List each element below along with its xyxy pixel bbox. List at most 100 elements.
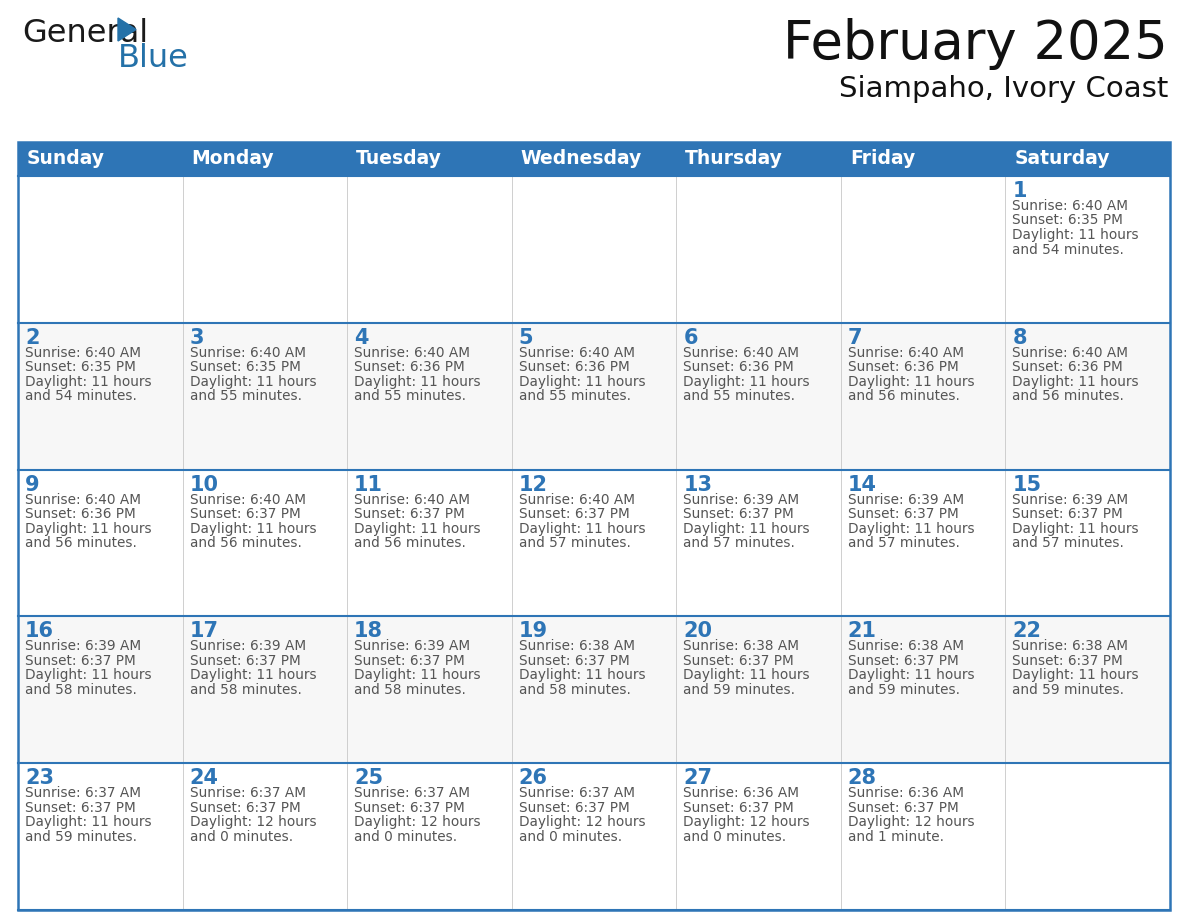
Bar — [18, 142, 1170, 176]
Text: Daylight: 11 hours: Daylight: 11 hours — [354, 521, 481, 535]
Text: and 59 minutes.: and 59 minutes. — [683, 683, 795, 697]
Text: Sunrise: 6:36 AM: Sunrise: 6:36 AM — [848, 786, 963, 800]
Text: Sunrise: 6:38 AM: Sunrise: 6:38 AM — [519, 640, 634, 654]
Text: Wednesday: Wednesday — [520, 150, 642, 169]
Text: 4: 4 — [354, 328, 368, 348]
Text: Daylight: 12 hours: Daylight: 12 hours — [683, 815, 810, 829]
Text: 1: 1 — [1012, 181, 1026, 201]
Text: Sunset: 6:36 PM: Sunset: 6:36 PM — [1012, 360, 1123, 375]
Text: Sunrise: 6:36 AM: Sunrise: 6:36 AM — [683, 786, 800, 800]
Text: and 0 minutes.: and 0 minutes. — [190, 830, 292, 844]
Text: Daylight: 11 hours: Daylight: 11 hours — [1012, 228, 1139, 242]
Text: Sunrise: 6:37 AM: Sunrise: 6:37 AM — [354, 786, 470, 800]
Text: 10: 10 — [190, 475, 219, 495]
Text: Daylight: 11 hours: Daylight: 11 hours — [354, 668, 481, 682]
Text: Sunrise: 6:40 AM: Sunrise: 6:40 AM — [683, 346, 800, 360]
Text: Tuesday: Tuesday — [356, 150, 442, 169]
Text: and 55 minutes.: and 55 minutes. — [190, 389, 302, 403]
Text: Daylight: 11 hours: Daylight: 11 hours — [354, 375, 481, 389]
Text: Daylight: 11 hours: Daylight: 11 hours — [683, 375, 810, 389]
Text: 7: 7 — [848, 328, 862, 348]
Text: and 56 minutes.: and 56 minutes. — [848, 389, 960, 403]
Text: Daylight: 11 hours: Daylight: 11 hours — [683, 521, 810, 535]
Text: 13: 13 — [683, 475, 713, 495]
Text: Sunrise: 6:40 AM: Sunrise: 6:40 AM — [848, 346, 963, 360]
Text: Sunrise: 6:39 AM: Sunrise: 6:39 AM — [848, 493, 963, 507]
Bar — [18, 616, 1170, 763]
Text: Sunset: 6:37 PM: Sunset: 6:37 PM — [354, 507, 465, 521]
Text: 21: 21 — [848, 621, 877, 642]
Text: Sunrise: 6:38 AM: Sunrise: 6:38 AM — [1012, 640, 1129, 654]
Text: 11: 11 — [354, 475, 384, 495]
Text: and 57 minutes.: and 57 minutes. — [519, 536, 631, 550]
Text: Sunset: 6:37 PM: Sunset: 6:37 PM — [683, 654, 794, 668]
Text: 2: 2 — [25, 328, 39, 348]
Text: Sunset: 6:37 PM: Sunset: 6:37 PM — [190, 654, 301, 668]
Text: Sunrise: 6:39 AM: Sunrise: 6:39 AM — [190, 640, 305, 654]
Text: Daylight: 11 hours: Daylight: 11 hours — [848, 521, 974, 535]
Text: and 1 minute.: and 1 minute. — [848, 830, 943, 844]
Bar — [18, 470, 1170, 616]
Text: Sunset: 6:37 PM: Sunset: 6:37 PM — [519, 507, 630, 521]
Text: Sunset: 6:37 PM: Sunset: 6:37 PM — [519, 654, 630, 668]
Text: 23: 23 — [25, 768, 53, 789]
Text: 22: 22 — [1012, 621, 1042, 642]
Text: Sunrise: 6:40 AM: Sunrise: 6:40 AM — [190, 493, 305, 507]
Text: Daylight: 11 hours: Daylight: 11 hours — [25, 815, 152, 829]
Text: Sunset: 6:37 PM: Sunset: 6:37 PM — [1012, 654, 1123, 668]
Text: Sunrise: 6:40 AM: Sunrise: 6:40 AM — [354, 346, 470, 360]
Text: Sunrise: 6:40 AM: Sunrise: 6:40 AM — [519, 346, 634, 360]
Text: Sunset: 6:37 PM: Sunset: 6:37 PM — [848, 800, 959, 814]
Text: Daylight: 11 hours: Daylight: 11 hours — [1012, 668, 1139, 682]
Text: Sunset: 6:37 PM: Sunset: 6:37 PM — [190, 800, 301, 814]
Text: Sunset: 6:37 PM: Sunset: 6:37 PM — [354, 654, 465, 668]
Text: Sunrise: 6:39 AM: Sunrise: 6:39 AM — [683, 493, 800, 507]
Text: Daylight: 11 hours: Daylight: 11 hours — [519, 375, 645, 389]
Text: and 54 minutes.: and 54 minutes. — [25, 389, 137, 403]
Text: Daylight: 11 hours: Daylight: 11 hours — [683, 668, 810, 682]
Text: 19: 19 — [519, 621, 548, 642]
Text: Sunrise: 6:40 AM: Sunrise: 6:40 AM — [1012, 199, 1129, 213]
Text: 8: 8 — [1012, 328, 1026, 348]
Text: 3: 3 — [190, 328, 204, 348]
Text: Daylight: 11 hours: Daylight: 11 hours — [1012, 521, 1139, 535]
Text: and 59 minutes.: and 59 minutes. — [25, 830, 137, 844]
Text: Daylight: 11 hours: Daylight: 11 hours — [848, 668, 974, 682]
Text: 18: 18 — [354, 621, 384, 642]
Text: and 56 minutes.: and 56 minutes. — [25, 536, 137, 550]
Text: Sunset: 6:36 PM: Sunset: 6:36 PM — [848, 360, 959, 375]
Text: Sunset: 6:36 PM: Sunset: 6:36 PM — [354, 360, 465, 375]
Text: 9: 9 — [25, 475, 39, 495]
Text: 25: 25 — [354, 768, 384, 789]
Text: Daylight: 11 hours: Daylight: 11 hours — [519, 521, 645, 535]
Text: Sunset: 6:37 PM: Sunset: 6:37 PM — [683, 507, 794, 521]
Text: Thursday: Thursday — [685, 150, 783, 169]
Polygon shape — [118, 18, 135, 41]
Text: and 58 minutes.: and 58 minutes. — [190, 683, 302, 697]
Text: Daylight: 11 hours: Daylight: 11 hours — [1012, 375, 1139, 389]
Bar — [18, 176, 1170, 323]
Text: Sunrise: 6:40 AM: Sunrise: 6:40 AM — [519, 493, 634, 507]
Text: Sunset: 6:35 PM: Sunset: 6:35 PM — [1012, 214, 1124, 228]
Text: 20: 20 — [683, 621, 713, 642]
Text: and 58 minutes.: and 58 minutes. — [354, 683, 466, 697]
Text: Daylight: 11 hours: Daylight: 11 hours — [25, 668, 152, 682]
Text: Sunset: 6:36 PM: Sunset: 6:36 PM — [25, 507, 135, 521]
Text: 27: 27 — [683, 768, 713, 789]
Text: Monday: Monday — [191, 150, 274, 169]
Text: Sunset: 6:37 PM: Sunset: 6:37 PM — [190, 507, 301, 521]
Text: Sunrise: 6:37 AM: Sunrise: 6:37 AM — [190, 786, 305, 800]
Text: Sunrise: 6:39 AM: Sunrise: 6:39 AM — [1012, 493, 1129, 507]
Text: Sunrise: 6:40 AM: Sunrise: 6:40 AM — [354, 493, 470, 507]
Text: Sunrise: 6:39 AM: Sunrise: 6:39 AM — [25, 640, 141, 654]
Text: Sunday: Sunday — [27, 150, 105, 169]
Text: 5: 5 — [519, 328, 533, 348]
Text: Sunset: 6:36 PM: Sunset: 6:36 PM — [519, 360, 630, 375]
Text: 24: 24 — [190, 768, 219, 789]
Text: and 58 minutes.: and 58 minutes. — [519, 683, 631, 697]
Text: Daylight: 11 hours: Daylight: 11 hours — [25, 375, 152, 389]
Text: Sunset: 6:37 PM: Sunset: 6:37 PM — [683, 800, 794, 814]
Text: Daylight: 11 hours: Daylight: 11 hours — [190, 375, 316, 389]
Text: Siampaho, Ivory Coast: Siampaho, Ivory Coast — [839, 75, 1168, 103]
Text: Sunrise: 6:40 AM: Sunrise: 6:40 AM — [25, 493, 141, 507]
